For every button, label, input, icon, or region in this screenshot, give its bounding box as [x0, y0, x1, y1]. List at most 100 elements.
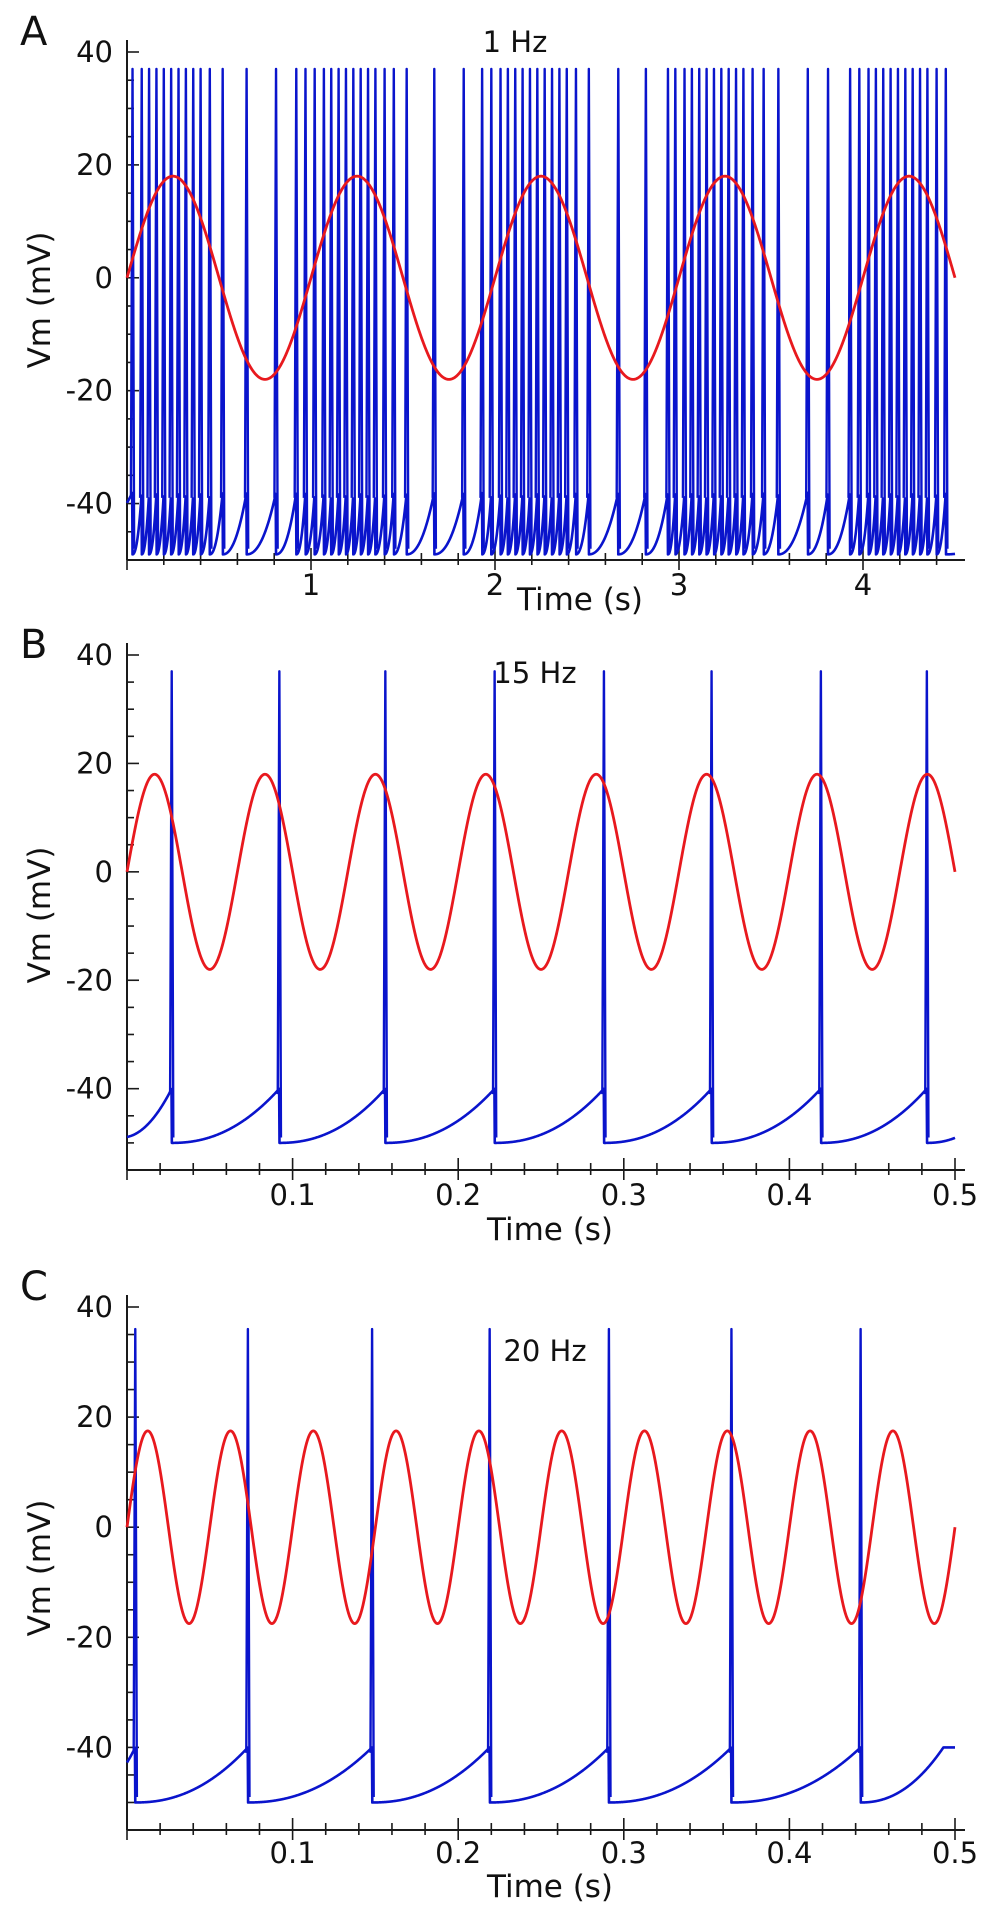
spike	[311, 67, 318, 549]
y-tick-label: 0	[95, 261, 113, 295]
spike	[190, 67, 197, 549]
spike	[563, 67, 570, 549]
y-tick-label: 40	[76, 35, 113, 69]
spike	[479, 67, 485, 549]
y-tick-label: -20	[66, 374, 113, 408]
spike	[381, 67, 388, 549]
spike	[365, 67, 371, 549]
x-axis-label: Time (s)	[486, 1869, 613, 1905]
spike	[749, 67, 756, 549]
spike	[818, 670, 824, 1138]
spike	[681, 67, 688, 549]
y-axis-label: Vm (mV)	[22, 232, 58, 369]
x-tick-label: 0.4	[766, 1836, 812, 1870]
y-tick-label: 20	[76, 1400, 113, 1434]
chart-title: 1 Hz	[483, 25, 548, 59]
spike	[343, 67, 349, 549]
spike	[519, 67, 526, 549]
spike	[924, 670, 930, 1138]
spike	[488, 67, 495, 549]
spike	[293, 67, 300, 549]
stimulus-sine	[125, 1429, 957, 1625]
spike	[219, 67, 226, 549]
x-tick-label: 0.5	[932, 1178, 978, 1212]
x-tick-label: 0.3	[601, 1836, 647, 1870]
x-tick-label: 0.2	[435, 1178, 481, 1212]
spike	[321, 67, 327, 549]
spike	[302, 67, 309, 549]
spike	[606, 1327, 612, 1797]
x-tick-label: 0.1	[270, 1178, 316, 1212]
spike	[132, 1327, 139, 1797]
spike	[933, 67, 940, 549]
spike	[708, 670, 715, 1138]
panel-letter: A	[20, 9, 48, 55]
spike	[431, 67, 438, 549]
spike	[725, 67, 732, 549]
y-tick-label: 40	[76, 638, 113, 672]
spike	[924, 67, 931, 549]
spike	[689, 67, 695, 549]
spike	[486, 1327, 493, 1797]
chart-title: 20 Hz	[503, 1334, 586, 1368]
spike	[943, 67, 949, 549]
y-tick-label: 0	[95, 855, 113, 889]
x-tick-label: 0.1	[270, 1836, 316, 1870]
spike	[197, 67, 204, 549]
spike	[335, 67, 342, 549]
x-tick-label: 0.4	[766, 1178, 812, 1212]
spike	[728, 1327, 735, 1797]
spike	[696, 67, 703, 549]
y-tick-label: -40	[66, 1072, 113, 1106]
spike	[391, 67, 397, 549]
spike	[512, 67, 519, 549]
spike	[129, 67, 136, 549]
x-tick-label: 0.5	[932, 1836, 978, 1870]
y-tick-label: -40	[66, 487, 113, 521]
spike	[372, 67, 379, 549]
spike	[909, 67, 916, 549]
x-tick-label: 3	[670, 568, 688, 602]
spike	[549, 67, 555, 549]
spike	[534, 67, 541, 549]
spike	[615, 67, 622, 549]
y-tick-label: 40	[76, 1290, 113, 1324]
spike	[917, 67, 923, 549]
spike	[161, 67, 167, 549]
spike	[672, 67, 679, 549]
y-tick-label: 20	[76, 148, 113, 182]
x-tick-label: 4	[854, 568, 872, 602]
panel-b: B 40 20 0 -20 -40 0.1 0.2 0.3 0.4 0.5 Time (s) Vm (m…	[20, 622, 978, 1248]
spike	[775, 67, 782, 549]
membrane-trace	[126, 1087, 956, 1145]
spike	[873, 67, 879, 549]
membrane-trace	[125, 1746, 956, 1804]
spike	[601, 670, 607, 1138]
spike	[175, 67, 182, 549]
spike	[382, 670, 389, 1138]
spike	[497, 67, 504, 549]
panel-a: A 40 20 0 -20 -40 1 2 3 4 Time (s) Vm (mV) 1 Hz	[20, 9, 965, 618]
spike	[168, 670, 175, 1138]
spike	[350, 67, 357, 549]
spike	[276, 670, 283, 1138]
spike	[895, 67, 901, 549]
x-tick-label: 2	[486, 568, 504, 602]
spike	[857, 1327, 864, 1797]
chart-title: 15 Hz	[493, 656, 576, 690]
spike	[491, 670, 498, 1138]
spike	[718, 67, 725, 549]
spike	[541, 67, 548, 549]
x-tick-label: 0.2	[435, 1836, 481, 1870]
spike	[328, 67, 335, 549]
panel-letter: C	[20, 1264, 48, 1310]
spike	[760, 67, 767, 549]
spike	[856, 67, 863, 549]
x-axis-label: Time (s)	[516, 582, 643, 618]
stimulus-sine	[125, 174, 957, 381]
spike	[825, 67, 831, 549]
spike	[643, 67, 649, 549]
y-tick-label: -20	[66, 963, 113, 997]
spike	[733, 67, 739, 549]
